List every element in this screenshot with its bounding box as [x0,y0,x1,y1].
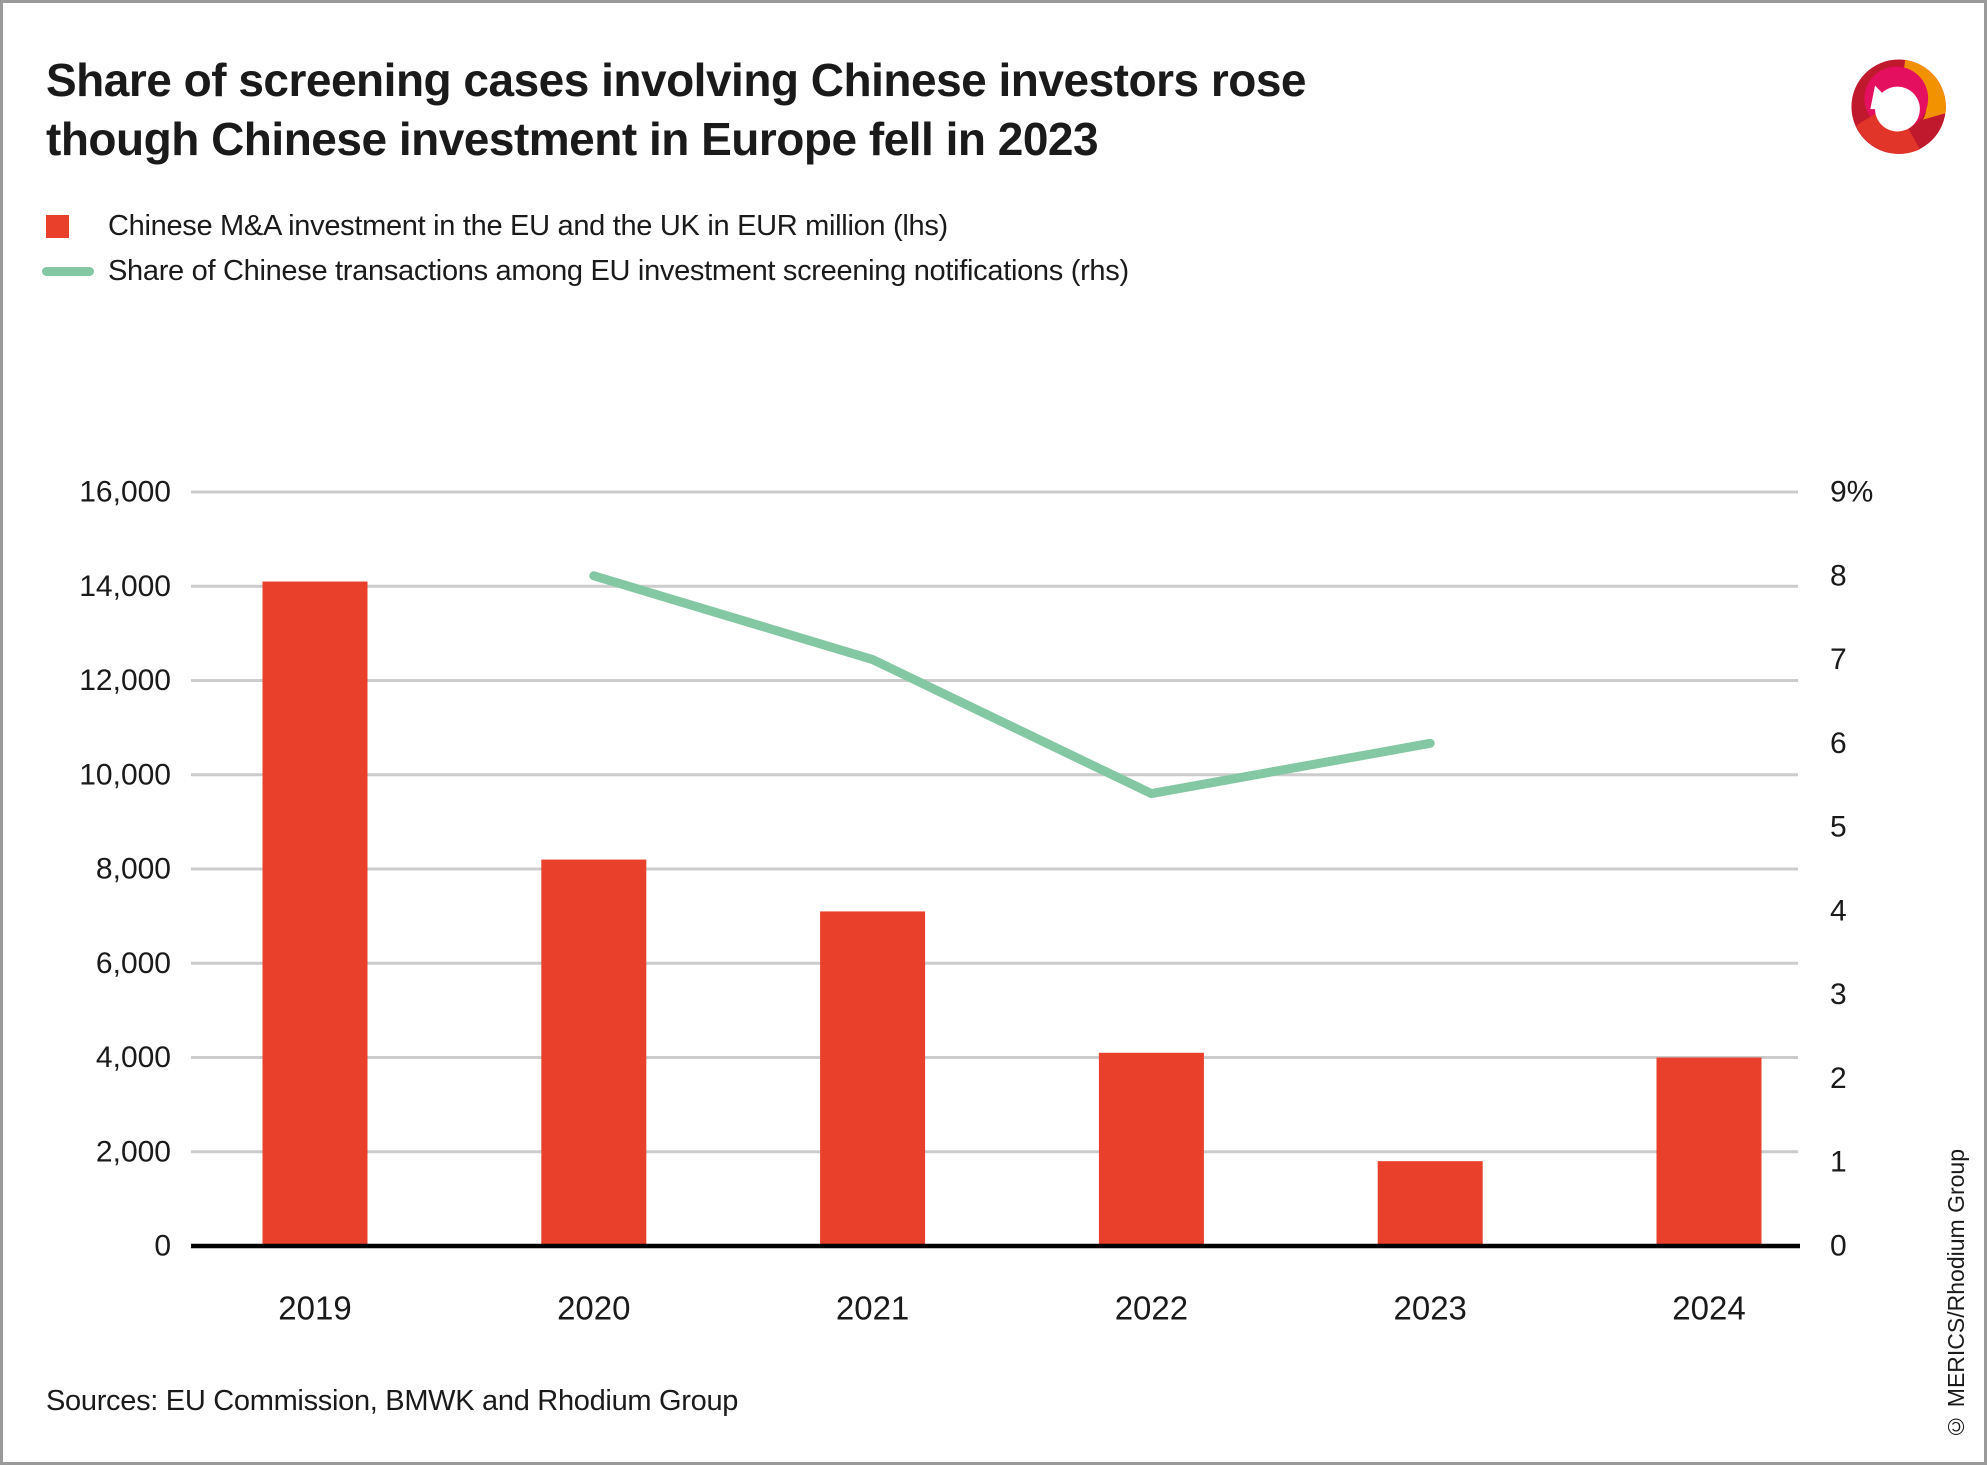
right-axis-tick-label: 6 [1830,727,1847,760]
left-axis-tick-label: 8,000 [96,853,171,886]
bar-2024 [1656,1057,1762,1246]
bar-2019 [262,581,368,1246]
right-axis-tick-label: 8 [1830,559,1847,592]
right-axis-tick-label: 1 [1830,1146,1847,1179]
legend: Chinese M&A investment in the EU and the… [42,209,1129,301]
left-axis-tick-label: 14,000 [79,570,171,603]
right-axis-tick-label: 7 [1830,643,1847,676]
left-axis-tick-label: 2,000 [96,1135,171,1168]
left-axis-tick-label: 6,000 [96,947,171,980]
right-axis-tick-label: 9% [1830,476,1873,509]
bar-2023 [1377,1161,1483,1246]
x-axis-label-2020: 2020 [557,1290,630,1327]
x-axis-label-2019: 2019 [278,1290,351,1327]
combo-chart: 0 2,000 4,000 6,000 8,000 10,000 12,000 14,000 1… [79,476,1873,1327]
legend-item-bars: Chinese M&A investment in the EU and the… [46,209,1129,242]
left-axis-tick-label: 16,000 [79,476,171,509]
left-axis-tick-label: 12,000 [79,664,171,697]
right-axis-tick-label: 4 [1830,894,1847,927]
legend-label-bars: Chinese M&A investment in the EU and the… [108,209,948,242]
right-axis-tick-label: 2 [1830,1062,1847,1095]
bar-2021 [820,911,926,1246]
bar-series-swatch-icon [46,214,69,238]
left-axis-tick-label: 4,000 [96,1041,171,1074]
share-line [589,571,1435,799]
left-axis-tick-label: 10,000 [79,758,171,791]
legend-label-line: Share of Chinese transactions among EU i… [108,254,1129,287]
copyright-note: © MERICS/Rhodium Group [1943,1149,1969,1440]
legend-item-line: Share of Chinese transactions among EU i… [42,254,1129,287]
x-axis-label-2023: 2023 [1393,1290,1466,1327]
sources-note: Sources: EU Commission, BMWK and Rhodium… [46,1385,739,1417]
x-axis-label-2021: 2021 [836,1290,909,1327]
right-axis-tick-label: 5 [1830,811,1847,844]
merics-logo [1841,43,1961,166]
page-title: Share of screening cases involving Chine… [46,54,1307,165]
left-axis-tick-label: 0 [154,1230,171,1263]
x-axis-label-2022: 2022 [1115,1290,1188,1327]
bar-2020 [541,859,647,1246]
right-axis-tick-label: 3 [1830,978,1847,1011]
line-series-swatch-icon [42,266,94,276]
x-axis-label-2024: 2024 [1672,1290,1745,1327]
merics-logo-icon [1851,59,1946,154]
bar-2022 [1098,1052,1204,1246]
right-axis-tick-label: 0 [1830,1230,1847,1263]
